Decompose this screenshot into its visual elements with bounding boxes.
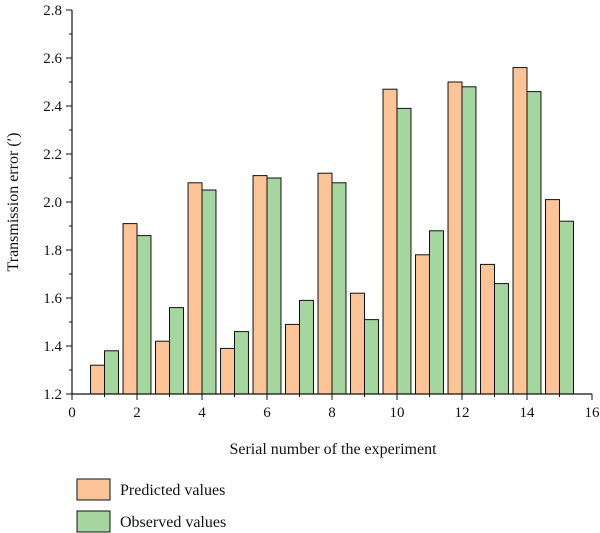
predicted-bar-15 — [545, 199, 560, 395]
observed-bar-12 — [461, 86, 477, 395]
predicted-bar-2 — [122, 223, 138, 395]
observed-bar-13 — [494, 283, 509, 395]
observed-bar-10 — [396, 107, 412, 395]
legend-swatch-predicted — [76, 478, 111, 501]
predicted-bar-7 — [285, 323, 300, 395]
y-tick-label: 2.6 — [43, 51, 62, 67]
y-axis-label: Transmission error (′) — [5, 133, 22, 272]
predicted-bar-14 — [512, 67, 528, 395]
predicted-bar-1 — [90, 364, 105, 395]
observed-bar-4 — [201, 189, 217, 395]
x-tick-label: 6 — [263, 405, 271, 421]
y-tick-label: 2.8 — [43, 3, 62, 19]
y-tick-label: 2.4 — [43, 99, 62, 115]
y-tick-label: 2.0 — [43, 195, 62, 211]
observed-bar-14 — [526, 91, 542, 395]
x-tick-label: 14 — [520, 405, 536, 421]
legend-label-predicted: Predicted values — [120, 482, 225, 499]
observed-bar-1 — [104, 350, 119, 395]
x-tick-label: 8 — [328, 405, 336, 421]
x-tick-label: 16 — [585, 405, 600, 421]
bars-group — [90, 67, 574, 395]
predicted-bar-9 — [350, 292, 365, 395]
observed-bar-5 — [234, 331, 249, 395]
legend-label-observed: Observed values — [120, 514, 226, 531]
predicted-bar-12 — [447, 81, 463, 395]
y-tick-label: 1.4 — [43, 339, 62, 355]
observed-bar-7 — [299, 299, 314, 395]
y-tick-label: 2.2 — [43, 147, 62, 163]
legend: Predicted values Observed values — [76, 478, 226, 533]
predicted-bar-6 — [252, 175, 268, 395]
observed-bar-9 — [364, 319, 379, 395]
observed-bar-2 — [136, 235, 152, 395]
observed-bar-15 — [559, 220, 574, 395]
observed-bar-6 — [266, 177, 282, 395]
y-tick-label: 1.2 — [43, 387, 62, 403]
x-tick-label: 10 — [390, 405, 405, 421]
y-tick-label: 1.6 — [43, 291, 62, 307]
predicted-bar-11 — [415, 254, 430, 395]
predicted-bar-13 — [480, 263, 495, 395]
predicted-bar-5 — [220, 347, 235, 395]
x-axis-label: Serial number of the experiment — [229, 441, 437, 458]
predicted-bar-3 — [155, 340, 170, 395]
x-tick-label: 12 — [455, 405, 470, 421]
observed-bar-11 — [429, 230, 444, 395]
observed-bar-3 — [169, 307, 184, 395]
predicted-bar-10 — [382, 88, 398, 395]
ticks-group: 1.2 1.4 1.6 1.8 2.0 2.2 2.4 2.6 2.8 0 2 4 6 8 10 12 14 16 — [43, 3, 600, 421]
observed-bar-8 — [331, 182, 347, 395]
x-tick-label: 0 — [68, 405, 76, 421]
x-tick-label: 2 — [133, 405, 141, 421]
y-tick-label: 1.8 — [43, 243, 62, 259]
legend-swatch-observed — [76, 510, 111, 533]
x-tick-label: 4 — [198, 405, 206, 421]
predicted-bar-4 — [187, 182, 203, 395]
predicted-bar-8 — [317, 172, 333, 395]
